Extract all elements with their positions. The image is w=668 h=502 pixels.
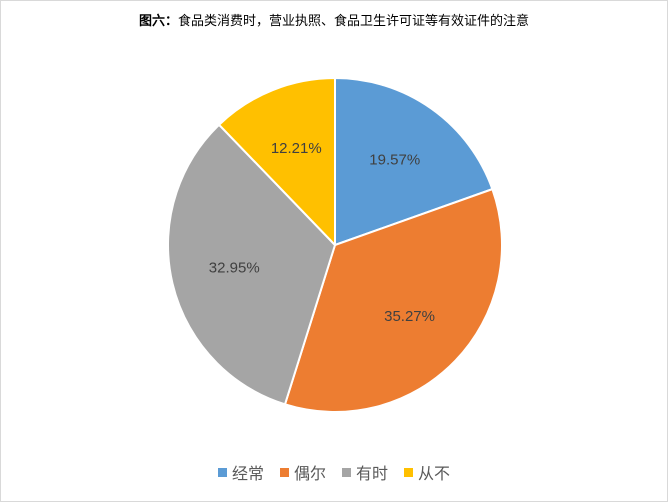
- pie-slice-3: [167, 123, 336, 406]
- chart-title-text: 食品类消费时，营业执照、食品卫生许可证等有效证件的注意: [178, 14, 530, 29]
- legend-label: 有时: [356, 464, 389, 483]
- legend-label: 偶尔: [293, 464, 326, 483]
- legend-swatch: [217, 467, 227, 477]
- legend-swatch: [279, 467, 289, 477]
- legend-item-2: 偶尔: [279, 460, 326, 484]
- chart-title: 图六：食品类消费时，营业执照、食品卫生许可证等有效证件的注意: [1, 10, 667, 29]
- legend-item-4: 从不: [404, 460, 450, 484]
- data-label-2: 35.27%: [384, 308, 435, 325]
- legend-label: 从不: [418, 464, 451, 483]
- legend-item-3: 有时: [342, 460, 388, 484]
- pie-slice-4: [218, 77, 336, 246]
- chart-title-prefix: 图六：: [138, 14, 178, 29]
- legend-swatch: [342, 467, 351, 477]
- data-label-1: 19.57%: [369, 151, 420, 168]
- legend-swatch: [404, 467, 414, 477]
- data-label-3: 32.95%: [209, 260, 260, 277]
- chart-legend: 经常 偶尔 有时 从不: [1, 460, 667, 484]
- legend-label: 经常: [231, 464, 264, 483]
- pie-slice-2: [283, 188, 503, 413]
- pie-slice-1: [334, 77, 494, 246]
- legend-item-1: 经常: [217, 460, 264, 484]
- data-label-4: 12.21%: [271, 140, 322, 157]
